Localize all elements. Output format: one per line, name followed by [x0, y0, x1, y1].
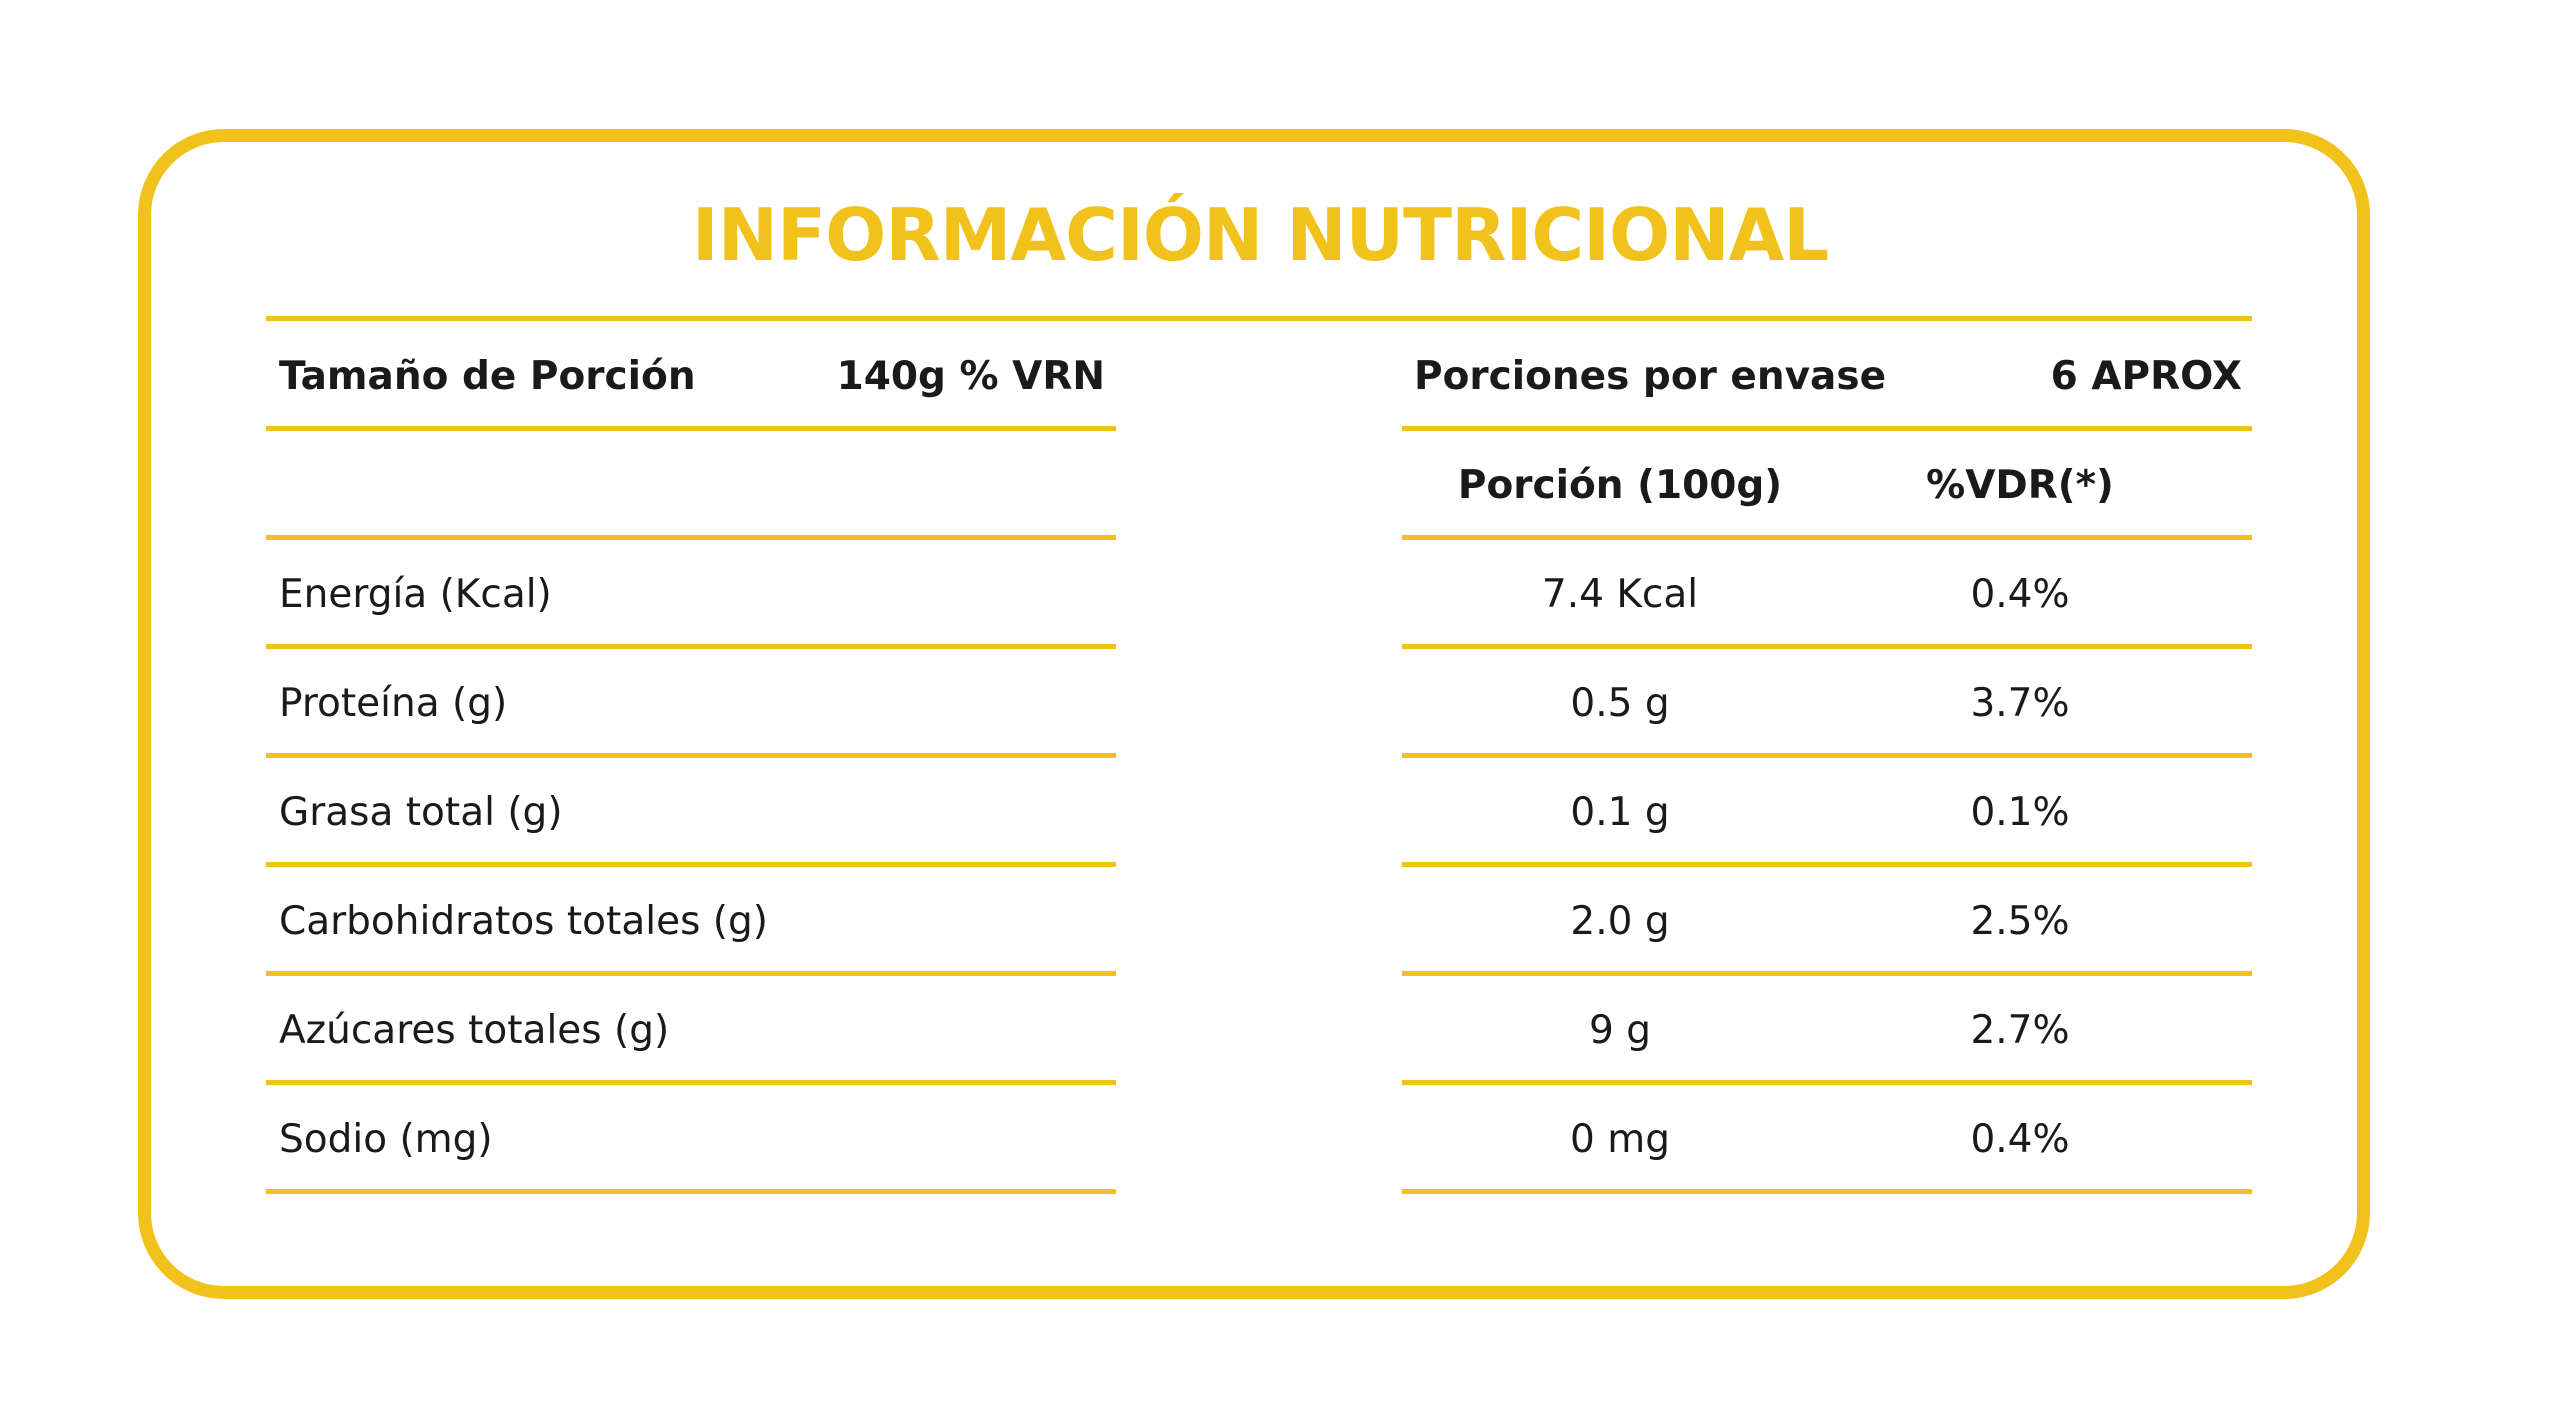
right-divider [1402, 1189, 2252, 1194]
right-divider [1402, 753, 2252, 758]
left-divider [266, 753, 1116, 758]
left-divider [266, 426, 1116, 431]
nutrient-portion-value: 2.0 g [1570, 899, 1670, 944]
serving-size-label: Tamaño de Porción [279, 354, 696, 399]
nutrition-panel-frame [138, 129, 2370, 1299]
column-header-portion: Porción (100g) [1457, 463, 1783, 508]
left-divider [266, 862, 1116, 867]
nutrient-name: Proteína (g) [279, 681, 508, 726]
right-divider [1402, 971, 2252, 976]
nutrient-vdr-value: 3.7% [1970, 681, 2070, 726]
nutrient-portion-value: 0.5 g [1570, 681, 1670, 726]
right-divider [1402, 535, 2252, 540]
right-divider [1402, 426, 2252, 431]
nutrient-portion-value: 9 g [1589, 1008, 1651, 1053]
servings-per-container-label: Porciones por envase [1414, 354, 1887, 399]
nutrient-name: Azúcares totales (g) [279, 1008, 670, 1053]
top-divider [266, 316, 2252, 321]
nutrition-title: INFORMACIÓN NUTRICIONAL [691, 193, 1829, 277]
nutrient-name: Sodio (mg) [279, 1117, 493, 1162]
nutrient-vdr-value: 0.4% [1970, 572, 2070, 617]
nutrient-portion-value: 0 mg [1570, 1117, 1670, 1162]
right-divider [1402, 1080, 2252, 1085]
nutrient-vdr-value: 2.5% [1970, 899, 2070, 944]
nutrient-name: Carbohidratos totales (g) [279, 899, 768, 944]
nutrient-portion-value: 0.1 g [1570, 790, 1670, 835]
left-divider [266, 971, 1116, 976]
nutrient-vdr-value: 0.4% [1970, 1117, 2070, 1162]
nutrient-name: Grasa total (g) [279, 790, 563, 835]
nutrient-vdr-value: 0.1% [1970, 790, 2070, 835]
left-divider [266, 535, 1116, 540]
left-divider [266, 644, 1116, 649]
left-divider [266, 1080, 1116, 1085]
serving-size-value: 140g % VRN [836, 354, 1105, 399]
nutrient-portion-value: 7.4 Kcal [1541, 572, 1699, 617]
right-divider [1402, 862, 2252, 867]
right-divider [1402, 644, 2252, 649]
servings-per-container-value: 6 APROX [2050, 354, 2242, 399]
nutrient-vdr-value: 2.7% [1970, 1008, 2070, 1053]
left-divider [266, 1189, 1116, 1194]
nutrient-name: Energía (Kcal) [279, 572, 552, 617]
column-header-vdr: %VDR(*) [1926, 463, 2114, 508]
